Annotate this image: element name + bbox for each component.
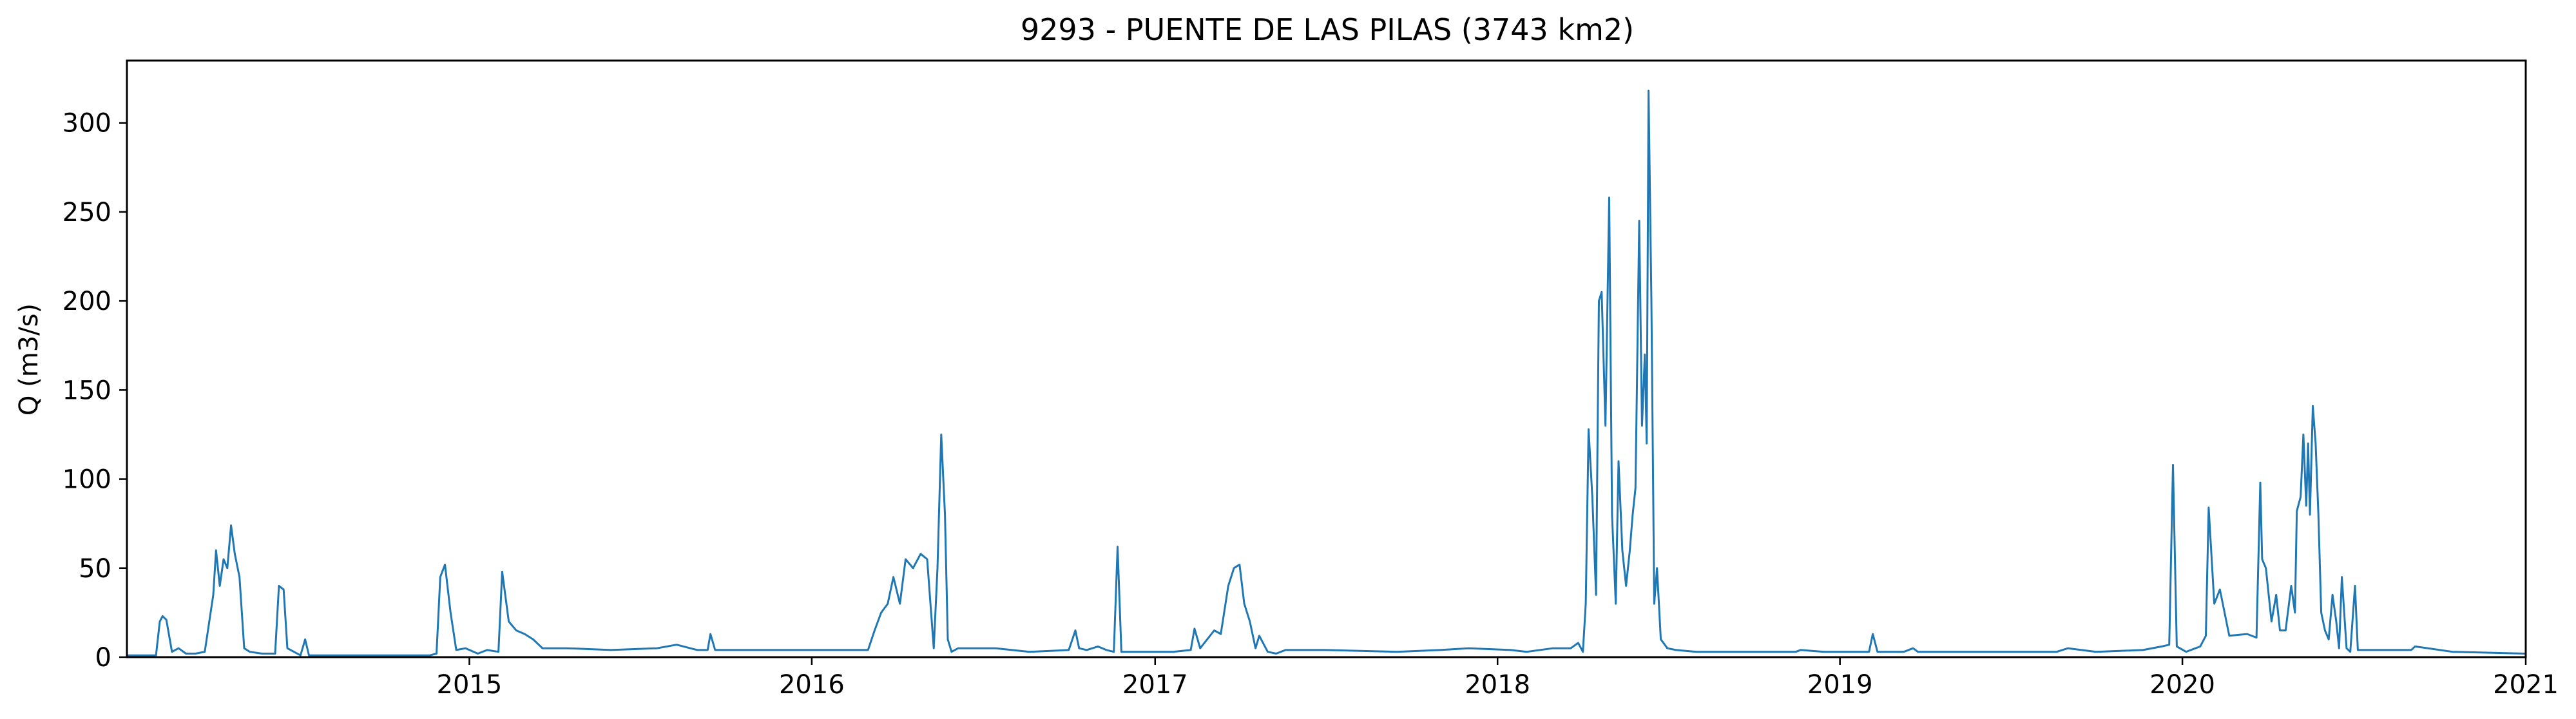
y-tick-label: 50	[79, 554, 111, 584]
y-tick-label: 0	[95, 643, 111, 673]
x-axis: 2015 2016 2017 2018 2019 2020 2021	[437, 657, 2559, 700]
series-line-0	[127, 90, 2525, 657]
y-tick-label: 200	[62, 287, 111, 316]
chart-title: 9293 - PUENTE DE LAS PILAS (3743 km2)	[1021, 12, 1634, 47]
y-tick-label: 100	[62, 465, 111, 495]
x-tick-label: 2021	[2493, 670, 2559, 700]
y-tick-label: 250	[62, 198, 111, 227]
y-tick-label: 150	[62, 376, 111, 405]
x-tick-label: 2017	[1122, 670, 1188, 700]
plot-frame	[126, 59, 2527, 658]
y-tick-label: 300	[62, 109, 111, 139]
x-tick-label: 2019	[1807, 670, 1873, 700]
plot-area	[127, 90, 2525, 657]
x-tick-label: 2016	[779, 670, 845, 700]
y-axis: 0 50 100 150 200 250 300	[62, 109, 127, 673]
x-tick-label: 2020	[2149, 670, 2215, 700]
y-axis-label: Q (m3/s)	[14, 303, 44, 416]
x-tick-label: 2018	[1465, 670, 1530, 700]
x-tick-label: 2015	[437, 670, 503, 700]
